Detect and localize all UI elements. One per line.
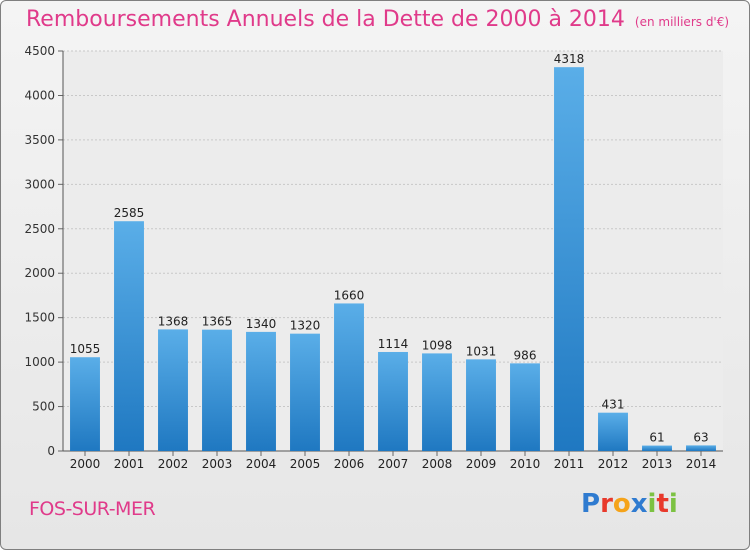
y-tick-label: 1500 (24, 311, 55, 325)
y-tick-label: 2500 (24, 222, 55, 236)
bar (158, 329, 188, 451)
bar-value-label: 1660 (334, 288, 365, 302)
logo-letter: o (612, 489, 631, 519)
y-tick-label: 0 (47, 444, 55, 458)
bar-value-label: 1365 (202, 315, 233, 329)
bar (686, 445, 716, 451)
bar-value-label: 986 (514, 348, 537, 362)
x-tick-label: 2006 (334, 457, 365, 471)
bar (510, 363, 540, 451)
chart-title: Remboursements Annuels de la Dette de 20… (26, 7, 729, 32)
bar-value-label: 1098 (422, 338, 453, 352)
logo-letter: t (656, 489, 669, 519)
x-tick-label: 2011 (554, 457, 585, 471)
bar (598, 412, 628, 451)
bar-value-label: 61 (649, 431, 664, 445)
logo-letter: P (581, 489, 601, 519)
logo-letter: r (600, 489, 613, 519)
logo-letter: x (630, 489, 648, 519)
x-tick-label: 2012 (598, 457, 629, 471)
bar-value-label: 63 (693, 430, 708, 444)
x-tick-label: 2008 (422, 457, 453, 471)
bar-value-label: 431 (602, 398, 625, 412)
bar (554, 67, 584, 451)
logo-letter: i (647, 489, 657, 519)
bar (642, 445, 672, 451)
x-tick-label: 2002 (158, 457, 189, 471)
x-tick-label: 2014 (686, 457, 717, 471)
city-name: FOS-SUR-MER (29, 498, 156, 520)
x-tick-label: 2005 (290, 457, 321, 471)
proxiti-logo: Proxiti (581, 489, 678, 519)
bar (114, 221, 144, 451)
bar-value-label: 2585 (114, 206, 145, 220)
bar-value-label: 1031 (466, 344, 497, 358)
bar (202, 329, 232, 451)
bar-value-label: 1114 (378, 337, 409, 351)
y-tick-label: 3000 (24, 177, 55, 191)
x-tick-label: 2009 (466, 457, 497, 471)
bar-value-label: 1320 (290, 319, 321, 333)
chart-title-text: Remboursements Annuels de la Dette de 20… (26, 7, 625, 32)
bar (290, 333, 320, 451)
bar (378, 351, 408, 451)
bar (70, 357, 100, 451)
bar (422, 353, 452, 451)
x-tick-label: 2000 (70, 457, 101, 471)
y-tick-label: 4500 (24, 44, 55, 58)
bar (334, 303, 364, 451)
y-tick-label: 500 (32, 400, 55, 414)
x-tick-label: 2013 (642, 457, 673, 471)
x-tick-label: 2007 (378, 457, 409, 471)
chart-unit: (en milliers d'€) (634, 15, 730, 29)
bar (466, 359, 496, 451)
y-tick-label: 1000 (24, 355, 55, 369)
y-tick-label: 2000 (24, 266, 55, 280)
bar-value-label: 1368 (158, 314, 189, 328)
x-tick-label: 2003 (202, 457, 233, 471)
logo-letter: i (668, 489, 678, 519)
y-tick-label: 3500 (24, 133, 55, 147)
bar (246, 331, 276, 451)
x-tick-label: 2001 (114, 457, 145, 471)
x-tick-label: 2004 (246, 457, 277, 471)
x-tick-label: 2010 (510, 457, 541, 471)
bar-value-label: 1340 (246, 317, 277, 331)
bar-value-label: 4318 (554, 52, 585, 66)
y-tick-label: 4000 (24, 88, 55, 102)
bar-value-label: 1055 (70, 342, 101, 356)
